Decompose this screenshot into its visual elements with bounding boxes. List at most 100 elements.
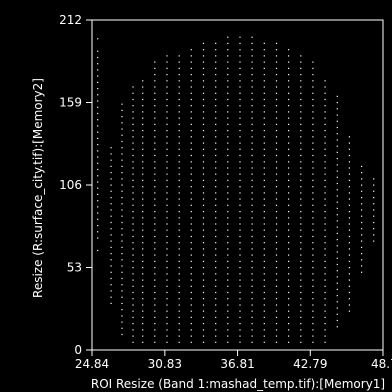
scatter-point: [275, 323, 278, 325]
scatter-point: [178, 254, 180, 256]
scatter-point: [190, 98, 192, 101]
scatter-point: [178, 304, 180, 306]
scatter-point: [110, 190, 112, 192]
scatter-point: [263, 142, 265, 144]
scatter-point: [110, 253, 112, 255]
scatter-point: [300, 86, 302, 88]
scatter-point: [202, 55, 205, 57]
scatter-point: [132, 304, 134, 306]
scatter-point: [288, 167, 290, 169]
scatter-point: [312, 242, 314, 244]
scatter-point: [263, 211, 265, 213]
scatter-point: [312, 329, 314, 331]
scatter-point: [227, 167, 229, 169]
scatter-point: [132, 211, 134, 213]
scatter-point: [142, 105, 144, 107]
scatter-point: [97, 212, 99, 214]
scatter-point: [312, 74, 314, 76]
scatter-point: [97, 106, 99, 108]
scatter-point: [142, 235, 144, 238]
scatter-point: [288, 235, 290, 238]
scatter-point: [142, 142, 144, 144]
scatter-point: [251, 248, 253, 250]
scatter-point: [275, 242, 278, 244]
scatter-point: [288, 123, 290, 125]
scatter-point: [288, 198, 290, 200]
scatter-point: [97, 119, 99, 121]
scatter-point: [110, 221, 112, 224]
scatter-point: [178, 117, 180, 119]
scatter-point: [166, 167, 168, 169]
scatter-point: [312, 341, 314, 343]
scatter-point: [263, 304, 265, 306]
scatter-point: [312, 248, 314, 250]
scatter-point: [275, 49, 278, 51]
scatter-point: [178, 192, 180, 194]
scatter-point: [361, 221, 363, 224]
scatter-point: [154, 142, 156, 144]
scatter-point: [178, 198, 180, 200]
scatter-point: [239, 341, 241, 343]
scatter-point: [121, 259, 123, 261]
scatter-point: [121, 140, 123, 143]
scatter-point: [154, 329, 156, 331]
scatter-point: [132, 192, 134, 194]
scatter-point: [288, 142, 290, 144]
scatter-point: [263, 192, 265, 194]
scatter-point: [178, 217, 180, 219]
scatter-point: [202, 273, 205, 275]
scatter-point: [324, 217, 326, 219]
scatter-point: [142, 229, 144, 231]
scatter-point: [178, 123, 180, 125]
scatter-point: [154, 242, 156, 244]
scatter-point: [202, 167, 205, 169]
scatter-point: [202, 148, 205, 150]
scatter-point: [227, 123, 229, 125]
scatter-point: [251, 161, 253, 163]
scatter-point: [132, 217, 134, 219]
scatter-point: [215, 310, 217, 312]
scatter-point: [373, 184, 375, 186]
scatter-point: [202, 142, 205, 144]
scatter-point: [202, 123, 205, 125]
scatter-point: [300, 98, 302, 101]
scatter-point: [227, 323, 229, 325]
scatter-point: [190, 304, 192, 306]
scatter-point: [190, 154, 192, 157]
scatter-point: [202, 42, 205, 44]
scatter-point: [288, 105, 290, 107]
scatter-point: [110, 215, 112, 217]
scatter-point: [215, 86, 217, 88]
scatter-point: [215, 130, 217, 132]
scatter-point: [132, 285, 134, 287]
scatter-point: [251, 55, 253, 57]
scatter-point: [110, 277, 112, 280]
scatter-point: [190, 248, 192, 250]
scatter-point: [190, 335, 192, 337]
scatter-point: [202, 117, 205, 119]
scatter-point: [215, 267, 217, 269]
scatter-point: [251, 285, 253, 287]
scatter-point: [166, 242, 168, 244]
scatter-point: [202, 316, 205, 318]
scatter-point: [263, 179, 265, 181]
scatter-point: [190, 310, 192, 312]
scatter-point: [178, 167, 180, 169]
scatter-point: [263, 204, 265, 206]
scatter-point: [336, 319, 338, 322]
scatter-point: [263, 42, 265, 44]
scatter-point: [132, 198, 134, 200]
scatter-point: [215, 154, 217, 157]
scatter-point: [300, 167, 302, 169]
scatter-point: [312, 192, 314, 194]
y-axis-label: Resize (R:surface_city.tif):[Memory2]: [31, 78, 45, 298]
scatter-point: [288, 192, 290, 194]
scatter-point: [202, 61, 205, 63]
scatter-point: [202, 235, 205, 238]
scatter-point: [361, 172, 363, 174]
scatter-point: [215, 123, 217, 125]
scatter-point: [190, 217, 192, 219]
scatter-point: [110, 165, 112, 167]
scatter-point: [288, 86, 290, 88]
scatter-point: [336, 313, 338, 315]
